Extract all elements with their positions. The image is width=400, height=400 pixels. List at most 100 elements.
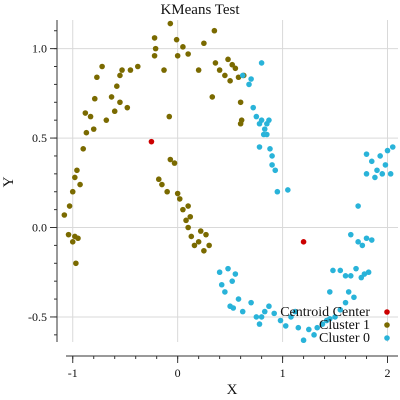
cluster-0-point [248, 299, 254, 306]
cluster-1-point [87, 113, 94, 120]
cluster-1-point [235, 74, 242, 81]
cluster-0-point [277, 317, 284, 324]
cluster-0-point [258, 60, 265, 66]
cluster-1-point [124, 104, 131, 111]
cluster-0-point [342, 299, 349, 306]
cluster-0-point [239, 72, 246, 79]
cluster-0-point [258, 117, 265, 123]
y-tick-label: -0.5 [28, 310, 47, 324]
cluster-0-point [295, 324, 302, 331]
data-points [61, 20, 396, 344]
cluster-0-point [267, 146, 273, 152]
y-tick-label: 0.5 [32, 131, 47, 145]
cluster-0-point [264, 120, 270, 127]
cluster-0-point [261, 308, 268, 315]
cluster-0-point [235, 296, 242, 302]
legend-label-cluster-1: Cluster 1 [319, 318, 370, 333]
cluster-1-point [237, 120, 244, 127]
cluster-1-point [191, 242, 198, 249]
cluster-0-point [363, 235, 370, 242]
cluster-0-point [345, 289, 352, 295]
cluster-0-point [363, 151, 370, 157]
legend-marker-centroid-center [384, 309, 390, 315]
cluster-0-point [355, 203, 361, 209]
cluster-0-point [327, 315, 333, 322]
cluster-1-point [206, 242, 212, 249]
cluster-1-point [108, 94, 115, 100]
cluster-0-point [269, 162, 275, 168]
cluster-0-point [225, 265, 231, 272]
cluster-0-point [361, 271, 368, 277]
cluster-0-point [353, 265, 359, 272]
cluster-0-point [306, 326, 312, 333]
cluster-1-point [171, 160, 178, 166]
legend-label-cluster-0: Cluster 0 [319, 331, 370, 346]
cluster-0-point [330, 267, 336, 274]
cluster-1-point [174, 52, 181, 59]
cluster-0-point [269, 153, 275, 159]
x-tick-label: -1 [68, 366, 78, 380]
cluster-1-point [195, 239, 202, 245]
cluster-0-point [218, 281, 225, 288]
cluster-1-point [119, 67, 125, 73]
cluster-1-point [152, 45, 159, 52]
cluster-0-point [300, 337, 307, 344]
cluster-0-point [246, 81, 252, 88]
cluster-0-point [372, 174, 378, 181]
cluster-1-point [127, 67, 134, 73]
cluster-0-point [239, 308, 246, 315]
legend-marker-cluster-0 [384, 335, 390, 341]
cluster-1-point [185, 51, 191, 57]
cluster-0-point [337, 267, 344, 274]
cluster-0-point [285, 187, 291, 193]
cluster-1-point [94, 74, 100, 81]
cluster-1-point [73, 260, 79, 267]
cluster-0-point [272, 167, 279, 174]
cluster-1-point [103, 117, 110, 123]
cluster-0-point [374, 167, 380, 174]
cluster-1-point [164, 188, 170, 195]
cluster-0-point [337, 307, 344, 313]
centroid-center-point [148, 138, 155, 145]
cluster-0-point [389, 144, 396, 150]
cluster-0-point [327, 289, 333, 295]
cluster-1-point [90, 126, 97, 132]
cluster-1-point [187, 213, 194, 220]
cluster-0-point [266, 303, 272, 310]
cluster-0-point [347, 273, 354, 279]
cluster-0-point [222, 289, 228, 295]
cluster-0-point [248, 76, 254, 82]
cluster-1-point [180, 44, 186, 50]
cluster-0-point [274, 188, 281, 195]
cluster-0-point [314, 324, 321, 331]
cluster-1-point [77, 181, 83, 188]
cluster-0-point [271, 310, 277, 317]
cluster-1-point [65, 231, 72, 238]
cluster-1-point [75, 235, 81, 242]
cluster-1-point [159, 181, 165, 188]
cluster-0-point [384, 147, 391, 154]
cluster-0-point [319, 321, 326, 327]
y-tick-label: 1.0 [32, 42, 47, 56]
cluster-1-point [83, 129, 90, 136]
cluster-1-point [99, 63, 105, 70]
cluster-1-point [195, 67, 202, 73]
cluster-1-point [227, 78, 233, 84]
cluster-1-point [225, 56, 231, 63]
cluster-1-point [183, 217, 189, 224]
legend-label-centroid-center: Centroid Center [280, 305, 370, 320]
cluster-1-point [69, 239, 76, 245]
cluster-0-point [342, 273, 349, 279]
cluster-0-point [230, 305, 237, 311]
cluster-1-point [69, 188, 76, 195]
cluster-1-point [203, 231, 209, 238]
cluster-0-point [377, 153, 383, 159]
cluster-0-point [368, 158, 375, 165]
cluster-1-point [134, 63, 141, 70]
cluster-1-point [117, 99, 123, 106]
x-axis-label: X [227, 382, 238, 398]
cluster-0-point [282, 323, 289, 329]
cluster-1-point [216, 67, 223, 73]
